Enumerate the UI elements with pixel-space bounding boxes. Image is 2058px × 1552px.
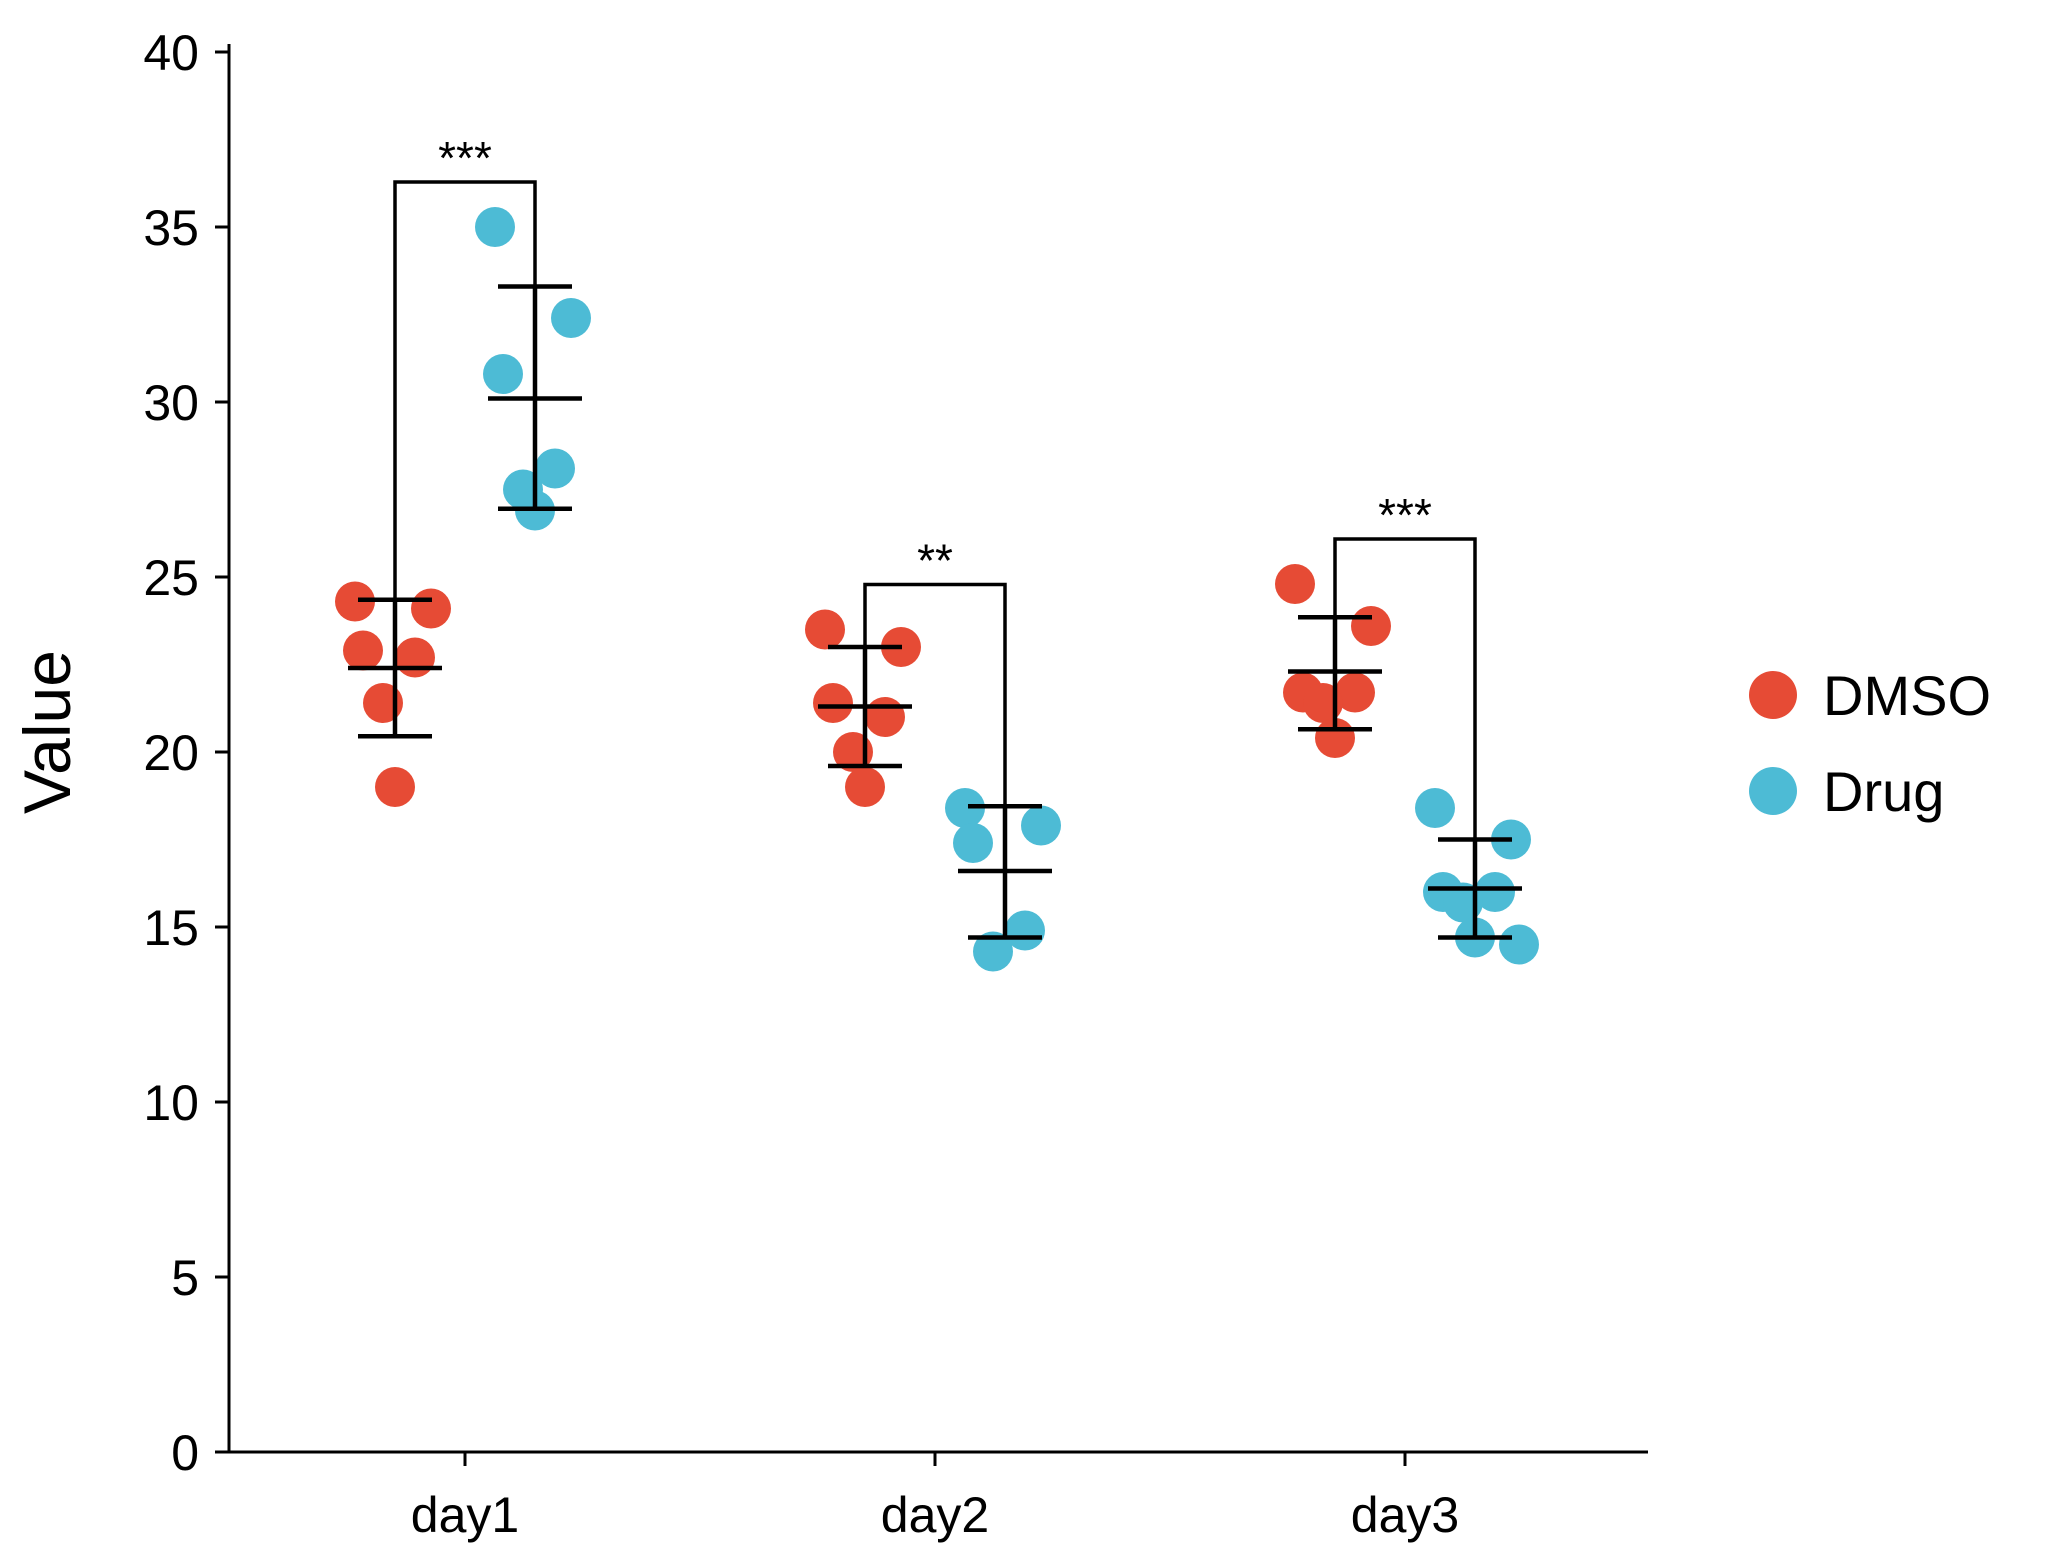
significance-label-day1: ***: [438, 132, 492, 184]
point-drug-day3: [1499, 924, 1539, 965]
point-dmso-day3: [1351, 606, 1391, 646]
error-bars: [348, 284, 1522, 940]
y-axis-title: Value: [10, 650, 84, 814]
y-tick-label: 40: [143, 25, 199, 81]
point-dmso-day2: [845, 767, 885, 807]
point-dmso-day1: [335, 581, 375, 622]
significance-brackets: ********: [393, 132, 1477, 838]
legend: DMSO Drug: [1749, 664, 1991, 823]
point-drug-day3: [1475, 872, 1515, 912]
significance-label-day3: ***: [1378, 489, 1432, 541]
y-tick-label: 20: [143, 725, 199, 781]
point-dmso-day2: [805, 609, 845, 650]
point-drug-day2: [973, 931, 1013, 972]
legend-label-dmso: DMSO: [1823, 664, 1991, 727]
y-axis: 0 5 10 15 20 25 30 35 40: [143, 25, 231, 1481]
x-tick-label-day2: day2: [881, 1487, 989, 1543]
point-dmso-day2: [813, 683, 853, 723]
point-drug-day1: [483, 354, 523, 394]
x-tick-label-day3: day3: [1351, 1487, 1459, 1543]
point-drug-day1: [475, 207, 515, 247]
point-dmso-day1: [375, 767, 415, 807]
significance-bracket-day3: [1333, 537, 1477, 838]
point-drug-day2: [1005, 910, 1045, 951]
data-points: [335, 207, 1539, 972]
y-tick-label: 30: [143, 375, 199, 431]
point-dmso-day3: [1275, 564, 1315, 604]
point-dmso-day1: [343, 630, 383, 671]
point-dmso-day1: [395, 637, 435, 678]
legend-swatch-dmso: [1749, 671, 1797, 719]
significance-bracket-day2: [863, 582, 1007, 805]
legend-label-drug: Drug: [1823, 760, 1944, 823]
point-drug-day3: [1415, 788, 1455, 828]
point-dmso-day3: [1335, 672, 1375, 713]
point-drug-day2: [953, 823, 993, 863]
significance-bracket-day1: [393, 180, 537, 598]
y-tick-label: 35: [143, 200, 199, 256]
legend-swatch-drug: [1749, 767, 1797, 815]
significance-label-day2: **: [917, 535, 953, 587]
x-tick-label-day1: day1: [411, 1487, 519, 1543]
x-axis: day1 day2 day3: [229, 1450, 1648, 1543]
point-drug-day2: [945, 788, 985, 828]
y-tick-label: 15: [143, 900, 199, 956]
y-tick-label: 10: [143, 1075, 199, 1131]
y-tick-label: 25: [143, 550, 199, 606]
y-tick-label: 5: [171, 1250, 199, 1306]
point-drug-day1: [551, 298, 591, 338]
point-drug-day1: [535, 448, 575, 489]
point-dmso-day2: [865, 697, 905, 737]
point-dmso-day1: [411, 588, 451, 629]
y-tick-label: 0: [171, 1425, 199, 1481]
point-drug-day2: [1021, 805, 1061, 846]
